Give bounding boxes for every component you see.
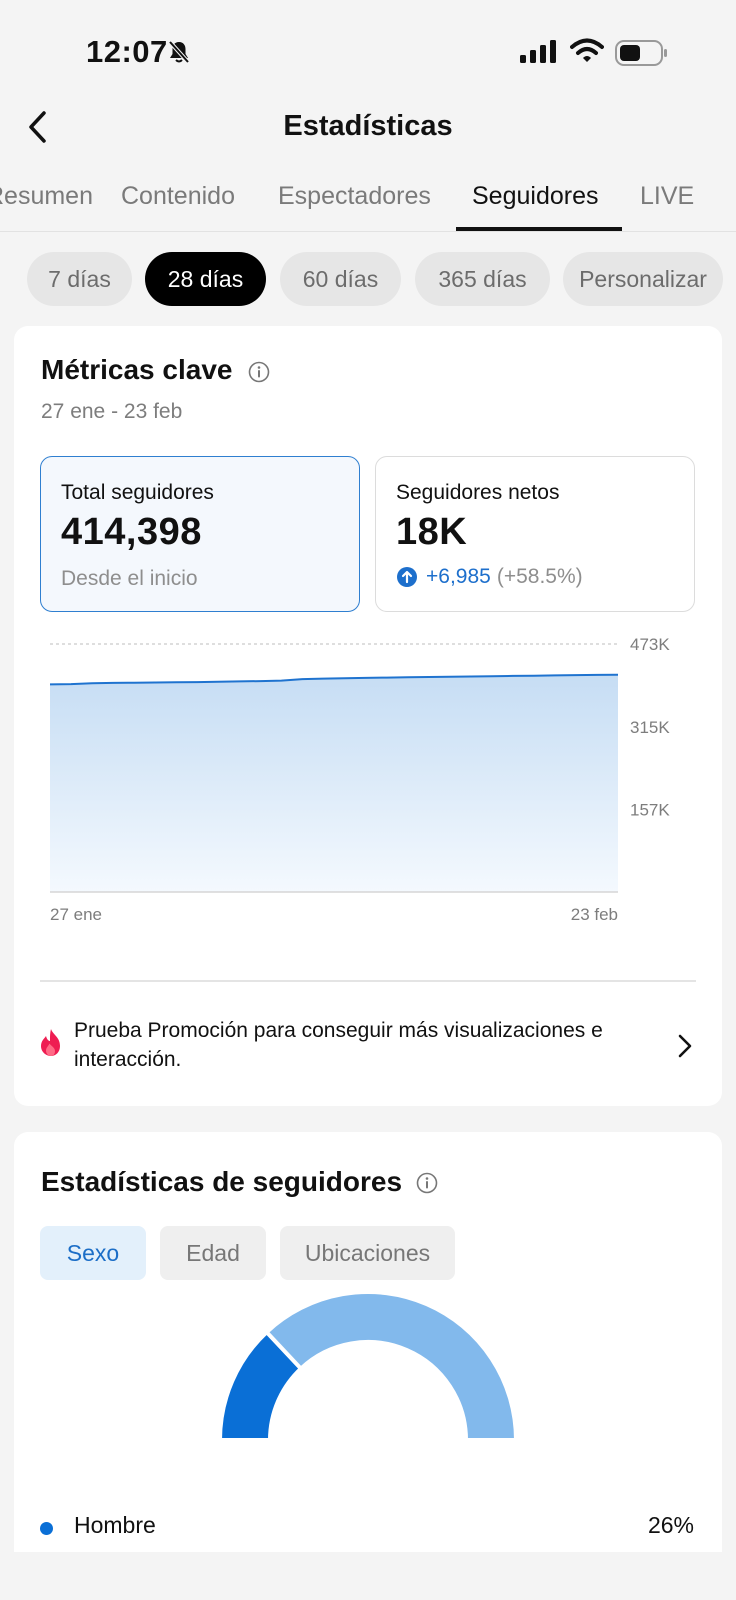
net-followers-delta: +6,985 (+58.5%) <box>396 565 583 589</box>
promo-banner[interactable]: Prueba Promoción para conseguir más visu… <box>38 1016 698 1076</box>
chart-area-fill <box>50 674 618 892</box>
period-chips: 7 días 28 días 60 días 365 días Personal… <box>0 252 736 306</box>
x-tick-label: 23 feb <box>571 905 618 924</box>
arrow-up-circle-icon <box>397 567 417 587</box>
divider <box>40 980 696 982</box>
delta-value: +6,985 <box>426 565 491 588</box>
total-followers-label: Total seguidores <box>61 481 214 504</box>
y-tick-label: 157K <box>630 801 670 820</box>
active-tab-indicator <box>456 227 622 231</box>
key-metrics-title: Métricas clave <box>41 354 233 385</box>
total-followers-box[interactable]: Total seguidores 414,398 Desde el inicio <box>40 456 360 612</box>
chip-7-dias[interactable]: 7 días <box>27 252 132 306</box>
page-title: Estadísticas <box>283 110 453 142</box>
wifi-icon <box>570 38 604 62</box>
follower-stats-title: Estadísticas de seguidores <box>41 1166 403 1197</box>
donut-segment-mujer <box>263 1290 519 1442</box>
flame-icon <box>41 1029 60 1056</box>
stats-tabs: Resumen Contenido Espectadores Seguidore… <box>0 170 736 232</box>
key-metrics-card: Métricas clave 27 ene - 23 feb Total seg… <box>14 326 722 1106</box>
promo-text: Prueba Promoción para conseguir más visu… <box>74 1019 603 1071</box>
legend-label: Hombre <box>74 1512 156 1538</box>
total-followers-sub: Desde el inicio <box>61 567 198 590</box>
info-icon[interactable] <box>248 361 270 383</box>
date-range: 27 ene - 23 feb <box>41 400 183 423</box>
follower-stats-card: Estadísticas de seguidores Sexo Edad Ubi… <box>14 1132 722 1552</box>
tab-live[interactable]: LIVE <box>640 182 695 210</box>
signal-icon <box>520 40 556 63</box>
back-icon[interactable] <box>26 110 50 144</box>
segment-sexo[interactable]: Sexo <box>40 1226 146 1280</box>
net-followers-label: Seguidores netos <box>396 481 560 504</box>
total-followers-value: 414,398 <box>61 511 202 553</box>
tab-contenido[interactable]: Contenido <box>121 182 235 210</box>
net-followers-value: 18K <box>396 511 468 553</box>
followers-area-chart: 473K 315K 157K 27 ene 23 feb <box>49 635 670 924</box>
x-tick-label: 27 ene <box>50 905 102 924</box>
segment-edad[interactable]: Edad <box>160 1226 266 1280</box>
net-followers-box[interactable]: Seguidores netos 18K +6,985 (+58.5%) <box>375 456 695 612</box>
chart-series-line <box>49 673 619 686</box>
chip-personalizar[interactable]: Personalizar <box>563 252 723 306</box>
info-icon[interactable] <box>416 1172 438 1194</box>
y-tick-label: 473K <box>630 635 670 654</box>
tab-seguidores[interactable]: Seguidores <box>472 182 599 210</box>
battery-icon <box>615 40 667 66</box>
status-bar: 12:07 <box>0 0 736 100</box>
legend-row-hombre: Hombre 26% <box>40 1510 694 1544</box>
segment-ubicaciones[interactable]: Ubicaciones <box>280 1226 455 1280</box>
chip-28-dias[interactable]: 28 días <box>145 252 266 306</box>
tab-espectadores[interactable]: Espectadores <box>278 182 431 210</box>
legend-dot <box>40 1522 53 1535</box>
chevron-right-icon[interactable] <box>678 1034 692 1058</box>
bell-slash-icon <box>168 40 190 64</box>
chip-365-dias[interactable]: 365 días <box>415 252 550 306</box>
status-time: 12:07 <box>86 34 168 69</box>
legend-value: 26% <box>647 1512 694 1538</box>
chip-60-dias[interactable]: 60 días <box>280 252 401 306</box>
header: Estadísticas <box>0 100 736 160</box>
y-tick-label: 315K <box>630 718 670 737</box>
tab-resumen[interactable]: Resumen <box>0 182 93 210</box>
gender-donut-chart <box>217 1290 519 1442</box>
delta-percent: (+58.5%) <box>496 565 583 588</box>
